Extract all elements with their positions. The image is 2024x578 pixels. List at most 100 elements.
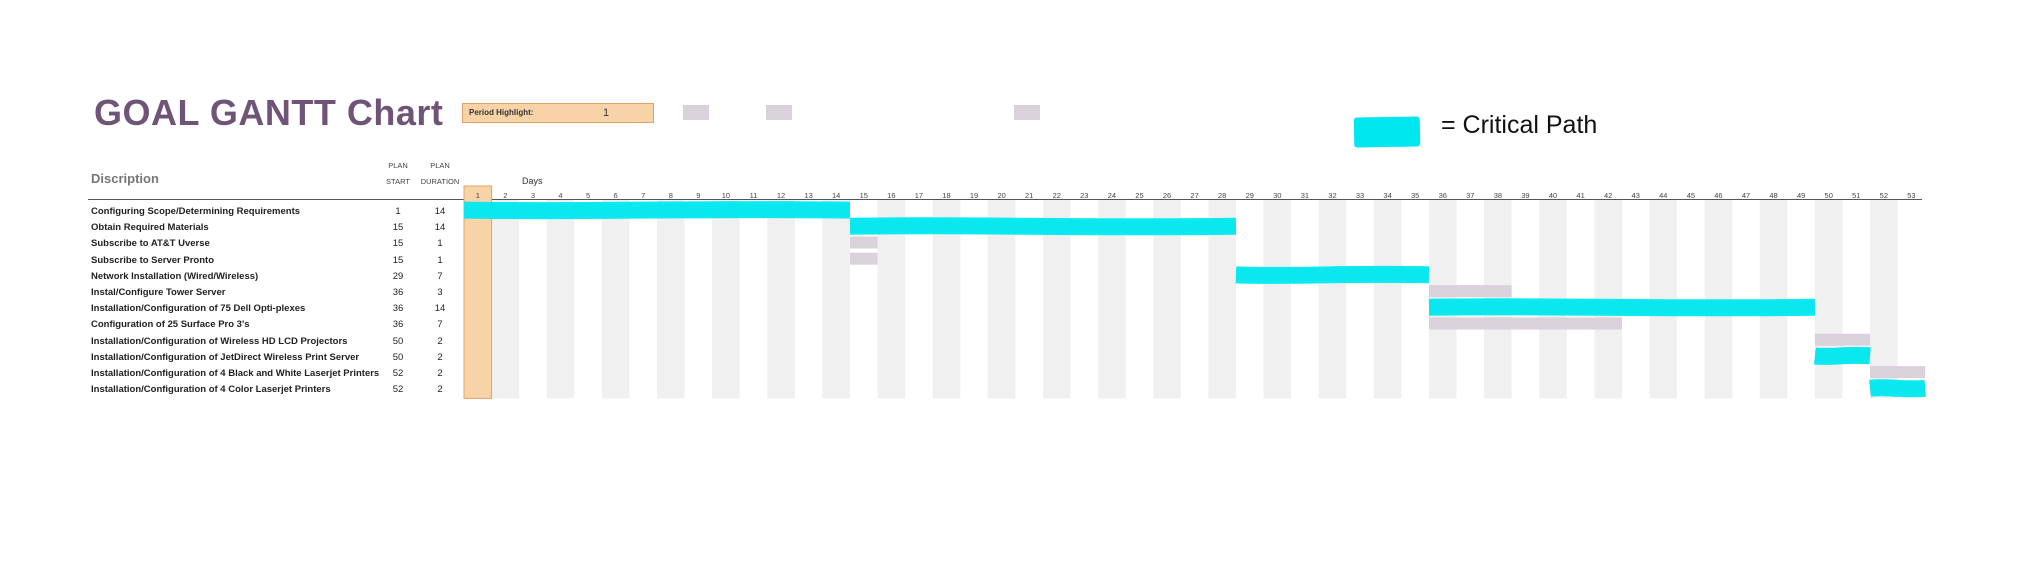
legend-swatch-3 xyxy=(1014,105,1040,120)
day-tick-label: 49 xyxy=(1797,191,1805,200)
task-name: Installation/Configuration of JetDirect … xyxy=(91,351,360,363)
critical-path-stroke xyxy=(463,201,851,220)
critical-path-stroke xyxy=(1869,379,1926,398)
period-highlight-label: Period Highlight: xyxy=(469,108,534,117)
day-stripe xyxy=(712,200,740,399)
day-tick-label: 42 xyxy=(1604,191,1612,200)
task-bar xyxy=(849,236,878,249)
day-tick-label: 7 xyxy=(641,191,645,200)
day-tick-label: 4 xyxy=(558,191,562,200)
task-plan-duration: 14 xyxy=(434,222,446,234)
task-name: Network Installation (Wired/Wireless) xyxy=(91,270,259,282)
day-tick-label: 21 xyxy=(1025,191,1033,200)
plan-duration-header-top: PLAN xyxy=(430,161,450,170)
day-tick-label: 24 xyxy=(1108,191,1116,200)
day-tick-label: 29 xyxy=(1246,191,1254,200)
day-tick-label: 46 xyxy=(1714,191,1722,200)
day-tick-label: 40 xyxy=(1549,191,1557,200)
day-tick-label: 16 xyxy=(887,191,895,200)
task-bar xyxy=(1814,333,1871,346)
day-tick-label: 51 xyxy=(1852,191,1860,200)
day-stripe xyxy=(1704,200,1733,399)
day-stripe xyxy=(1318,200,1347,399)
day-tick-label: 35 xyxy=(1411,191,1419,200)
day-tick-label: 41 xyxy=(1576,191,1584,200)
task-plan-duration: 3 xyxy=(437,287,443,298)
day-tick-label: 32 xyxy=(1328,191,1336,200)
day-tick-label: 48 xyxy=(1769,191,1777,200)
day-tick-label: 1 xyxy=(476,191,480,200)
critical-path-legend-label: = Critical Path xyxy=(1441,111,1598,139)
task-name: Instal/Configure Tower Server xyxy=(91,287,226,298)
legend-swatch-1 xyxy=(683,105,709,120)
task-bar xyxy=(849,252,878,265)
task-plan-duration: 7 xyxy=(437,270,443,282)
day-stripe xyxy=(1814,200,1843,399)
day-tick-label: 53 xyxy=(1907,191,1915,200)
task-plan-start: 1 xyxy=(395,206,401,217)
day-tick-label: 26 xyxy=(1163,191,1171,200)
day-stripe xyxy=(546,200,575,399)
task-plan-start: 36 xyxy=(392,303,404,315)
period-highlight-input[interactable]: Period Highlight: 1 xyxy=(462,103,654,123)
task-name: Installation/Configuration of 75 Dell Op… xyxy=(91,303,306,315)
task-plan-start: 52 xyxy=(392,368,404,379)
task-bar xyxy=(1428,285,1512,298)
task-name: Configuring Scope/Determining Requiremen… xyxy=(91,206,301,217)
day-stripe xyxy=(1263,200,1292,399)
day-tick-label: 43 xyxy=(1632,191,1640,200)
day-tick-label: 8 xyxy=(669,191,673,200)
task-plan-start: 52 xyxy=(392,384,404,396)
day-stripe xyxy=(1870,200,1898,399)
day-tick-label: 27 xyxy=(1190,191,1198,200)
task-name: Installation/Configuration of 4 Black an… xyxy=(91,368,379,379)
day-tick-label: 9 xyxy=(696,191,700,200)
task-name: Installation/Configuration of 4 Color La… xyxy=(91,384,331,396)
task-plan-duration: 14 xyxy=(434,303,446,315)
day-tick-label: 45 xyxy=(1687,191,1695,200)
day-tick-label: 18 xyxy=(942,191,950,200)
task-name: Installation/Configuration of Wireless H… xyxy=(91,335,348,347)
day-tick-label: 10 xyxy=(722,191,730,200)
day-stripe xyxy=(822,200,850,399)
day-tick-label: 20 xyxy=(997,191,1005,200)
day-stripe xyxy=(491,200,520,399)
legend-swatch-2 xyxy=(766,105,792,120)
day-tick-label: 3 xyxy=(531,191,535,200)
task-plan-start: 29 xyxy=(392,270,404,282)
day-stripe xyxy=(1373,200,1402,399)
day-tick-label: 30 xyxy=(1273,191,1281,200)
day-tick-label: 37 xyxy=(1466,191,1474,200)
task-plan-duration: 2 xyxy=(437,351,443,363)
task-plan-start: 50 xyxy=(392,335,404,347)
header-divider xyxy=(88,199,1922,200)
task-plan-duration: 7 xyxy=(437,319,443,331)
day-tick-label: 15 xyxy=(860,191,868,200)
day-stripe xyxy=(656,200,685,399)
day-tick-label: 34 xyxy=(1383,191,1391,200)
task-plan-duration: 1 xyxy=(437,238,443,250)
day-tick-label: 38 xyxy=(1494,191,1502,200)
task-plan-duration: 2 xyxy=(437,368,443,379)
task-plan-duration: 1 xyxy=(437,254,443,266)
day-tick-label: 52 xyxy=(1880,191,1888,200)
day-tick-label: 31 xyxy=(1301,191,1309,200)
day-tick-label: 36 xyxy=(1439,191,1447,200)
plan-start-header: START xyxy=(386,177,410,186)
day-tick-label: 23 xyxy=(1080,191,1088,200)
task-plan-duration: 2 xyxy=(437,384,443,396)
period-highlight-value: 1 xyxy=(603,107,610,119)
days-header: Days xyxy=(522,176,543,186)
day-tick-label: 12 xyxy=(777,191,785,200)
task-plan-start: 50 xyxy=(392,351,404,363)
plan-duration-header: DURATION xyxy=(420,177,460,186)
day-tick-label: 5 xyxy=(586,191,590,200)
task-name: Subscribe to Server Pronto xyxy=(91,254,215,266)
task-plan-start: 15 xyxy=(392,222,404,234)
day-tick-label: 28 xyxy=(1218,191,1226,200)
task-plan-start: 36 xyxy=(392,287,404,298)
plan-start-header-top: PLAN xyxy=(388,161,408,170)
task-plan-start: 15 xyxy=(392,238,404,250)
task-bar xyxy=(1428,317,1622,330)
